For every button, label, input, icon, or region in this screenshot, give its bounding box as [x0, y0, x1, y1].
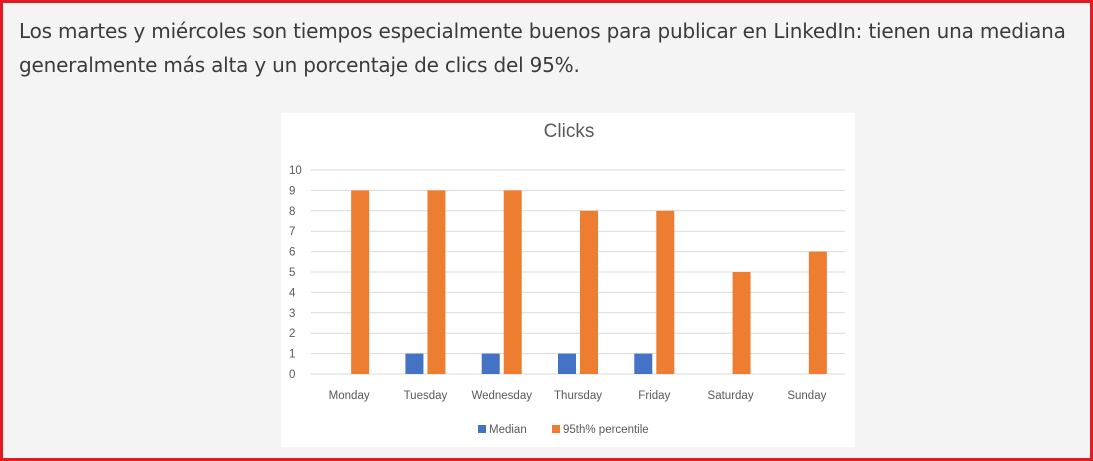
bar-95th-percentile — [503, 190, 522, 374]
bar-median — [481, 353, 500, 374]
bars — [351, 190, 827, 374]
x-tick-label: Friday — [638, 390, 670, 402]
bar-95th-percentile — [427, 190, 446, 374]
bar-median — [634, 353, 653, 374]
y-tick-label: 8 — [289, 206, 295, 218]
x-tick-label: Thursday — [554, 390, 602, 402]
chart-container: Clicks 0 1 2 3 4 5 6 7 8 9 10 Monday Tuesday Wednesd… — [281, 113, 855, 447]
y-tick-label: 1 — [289, 349, 295, 361]
y-tick-label: 7 — [289, 226, 295, 238]
y-axis-tick-labels: 0 1 2 3 4 5 6 7 8 9 10 — [289, 165, 302, 381]
x-tick-label: Saturday — [708, 390, 754, 402]
x-tick-label: Wednesday — [471, 390, 532, 402]
legend-median-label: Median — [489, 424, 527, 436]
legend-95th-percentile-label: 95th% percentile — [563, 424, 649, 436]
y-tick-label: 9 — [289, 185, 295, 197]
x-axis-tick-labels: Monday Tuesday Wednesday Thursday Friday Satu… — [329, 390, 827, 402]
caption-text: Los martes y miércoles son tiempos espec… — [19, 19, 1066, 77]
bar-95th-percentile — [808, 251, 827, 374]
bar-median — [558, 353, 576, 374]
y-tick-label: 4 — [289, 287, 296, 299]
bar-95th-percentile — [656, 210, 675, 374]
x-tick-label: Sunday — [787, 390, 826, 402]
x-tick-label: Tuesday — [404, 390, 448, 402]
y-tick-label: 3 — [289, 308, 295, 320]
legend-95th-percentile-swatch — [552, 425, 560, 433]
y-tick-label: 0 — [289, 369, 295, 381]
bar-median — [405, 353, 424, 374]
y-tick-label: 6 — [289, 247, 295, 259]
chart-title: Clicks — [544, 121, 595, 142]
x-tick-label: Monday — [329, 390, 370, 402]
clicks-chart: Clicks 0 1 2 3 4 5 6 7 8 9 10 Monday Tuesday Wednesd… — [289, 121, 845, 436]
gridlines — [311, 169, 845, 375]
y-tick-label: 5 — [289, 267, 295, 279]
y-tick-label: 10 — [289, 165, 302, 177]
legend-median-swatch — [478, 425, 486, 433]
bar-95th-percentile — [580, 210, 598, 374]
bar-95th-percentile — [732, 272, 751, 374]
bar-95th-percentile — [351, 190, 370, 374]
legend: Median 95th% percentile — [478, 424, 649, 436]
y-tick-label: 2 — [289, 328, 295, 340]
